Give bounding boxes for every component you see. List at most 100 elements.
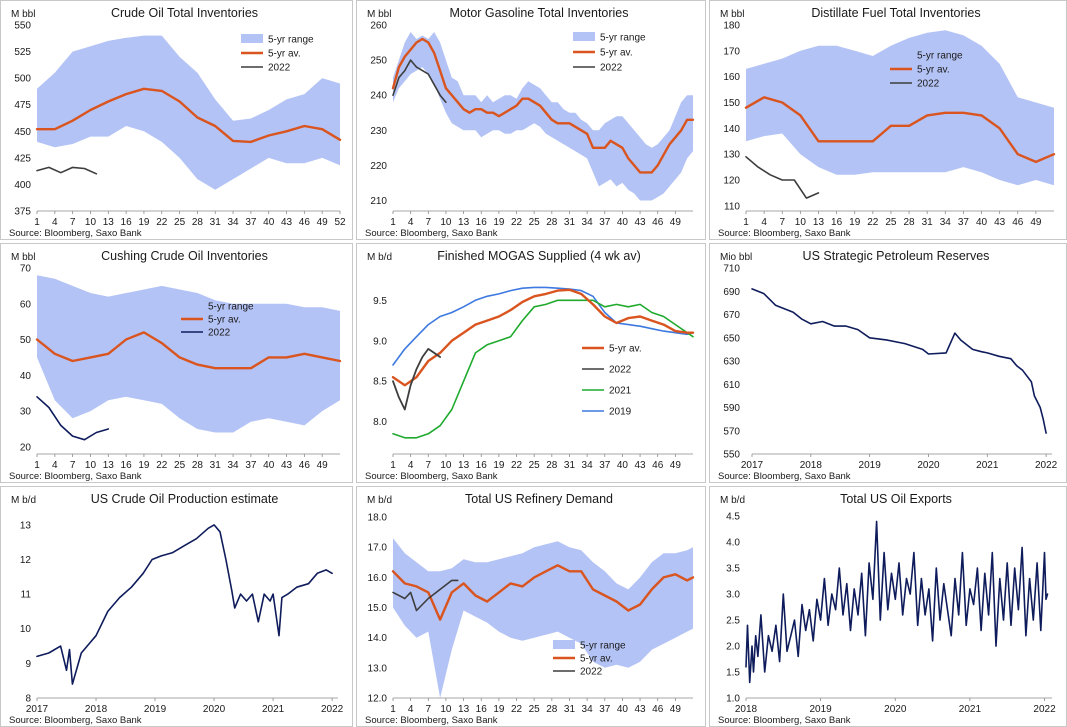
x-tick-label: 31 [564,704,576,715]
x-tick-label: 37 [599,217,611,228]
x-tick-label: 19 [493,460,505,471]
x-tick-label: 2020 [917,460,940,471]
unit-label: M bbl [11,252,35,263]
x-tick-label: 28 [546,704,558,715]
y-tick-label: 590 [723,403,740,414]
x-tick-label: 28 [192,460,204,471]
chart-refinery: Total US Refinery Demand M b/d 12.0 13.0 14.… [356,486,706,727]
x-tick-label: 16 [476,217,488,228]
legend-label: 5-yr range [580,641,626,652]
x-tick-label: 2022 [321,704,344,715]
x-tick-label: 46 [299,460,311,471]
x-tick-label: 4 [408,704,414,715]
y-tick-label: 10 [20,624,32,635]
series-2022-line [392,59,447,103]
x-tick-label: 16 [476,460,488,471]
y-tick-label: 9 [25,659,31,670]
unit-label: M b/d [367,495,392,506]
unit-label: M b/d [720,495,745,506]
legend-label: 5-yr range [268,35,314,46]
x-tick-label: 43 [634,460,646,471]
x-tick-label: 22 [867,217,879,228]
source-text: Source: Bloomberg, Saxo Bank [9,715,142,726]
y-tick-label: 18.0 [368,513,388,524]
x-tick-label: 43 [634,704,646,715]
y-tick-label: 230 [370,126,387,137]
unit-label: M bbl [11,9,35,20]
chart-crude: Crude Oil Total Inventories M bbl 375 400 42… [0,0,353,240]
x-tick-label: 22 [156,217,168,228]
y-tick-label: 4.5 [726,512,740,523]
x-tick-label: 1 [743,217,749,228]
y-tick-label: 260 [370,21,387,32]
y-tick-label: 525 [14,47,31,58]
legend-label: 2022 [917,79,940,90]
chart-refinery-svg: Total US Refinery Demand M b/d 12.0 13.0 14.… [365,492,695,726]
x-tick-label: 40 [263,460,275,471]
y-tick-label: 690 [723,287,740,298]
y-tick-label: 375 [14,207,31,218]
x-tick-label: 40 [617,217,629,228]
y-tick-label: 610 [723,380,740,391]
y-tick-label: 40 [20,371,32,382]
x-tick-label: 13 [458,460,470,471]
x-tick-label: 37 [958,217,970,228]
y-tick-label: 210 [370,196,387,207]
y-tick-label: 1.5 [726,668,740,679]
avg-line [35,87,342,144]
y-tick-label: 14.0 [368,633,388,644]
x-tick-label: 34 [227,217,239,228]
x-tick-label: 2021 [976,460,999,471]
x-tick-label: 43 [281,460,293,471]
y-tick-label: 60 [20,299,32,310]
x-tick-label: 43 [281,217,293,228]
legend-label: 2022 [268,63,291,74]
x-tick-label: 28 [192,217,204,228]
chart-gasoline-svg: Motor Gasoline Total Inventories M bbl 210… [365,6,695,239]
x-tick-label: 46 [652,460,664,471]
chart-title: Distillate Fuel Total Inventories [811,6,980,20]
x-tick-label: 46 [1012,217,1024,228]
chart-distillate: Distillate Fuel Total Inventories M bbl 11… [709,0,1067,240]
chart-spr-svg: US Strategic Petroleum Reserves Mio bbl 55… [718,249,1058,482]
x-tick-label: 19 [849,217,861,228]
y-tick-label: 170 [723,46,740,57]
y-tick-label: 630 [723,357,740,368]
y-tick-label: 425 [14,153,31,164]
x-tick-label: 4 [408,217,414,228]
legend-label: 2021 [609,386,632,397]
chart-title: Motor Gasoline Total Inventories [449,6,628,20]
x-tick-label: 19 [493,217,505,228]
x-tick-label: 40 [263,217,275,228]
avg-line [35,331,342,370]
x-tick-label: 1 [390,217,396,228]
range-band [393,538,693,698]
y-tick-label: 130 [723,150,740,161]
y-tick-label: 17.0 [368,543,388,554]
x-tick-label: 46 [299,217,311,228]
series-2021-line [392,299,694,439]
unit-label: M b/d [11,495,36,506]
x-tick-label: 37 [245,217,257,228]
x-tick-label: 40 [617,704,629,715]
legend-range-swatch [241,34,263,43]
source-text: Source: Bloomberg, Saxo Bank [365,471,498,482]
x-tick-label: 37 [245,460,257,471]
x-tick-label: 10 [85,217,97,228]
x-tick-label: 31 [210,460,222,471]
y-tick-label: 2.0 [726,642,740,653]
chart-title: Total US Oil Exports [840,492,952,506]
x-tick-label: 10 [795,217,807,228]
source-text: Source: Bloomberg, Saxo Bank [365,715,498,726]
x-tick-label: 28 [903,217,915,228]
chart-cushing-svg: Cushing Crude Oil Inventories M bbl 20 30 40… [9,249,342,482]
x-tick-label: 2021 [262,704,285,715]
x-tick-label: 40 [617,460,629,471]
y-tick-label: 15.0 [368,603,388,614]
y-tick-label: 150 [723,98,740,109]
series-2022-line [392,579,459,612]
y-tick-label: 4.0 [726,538,740,549]
x-tick-label: 28 [546,460,558,471]
x-tick-label: 1 [34,460,40,471]
x-tick-label: 19 [138,460,150,471]
